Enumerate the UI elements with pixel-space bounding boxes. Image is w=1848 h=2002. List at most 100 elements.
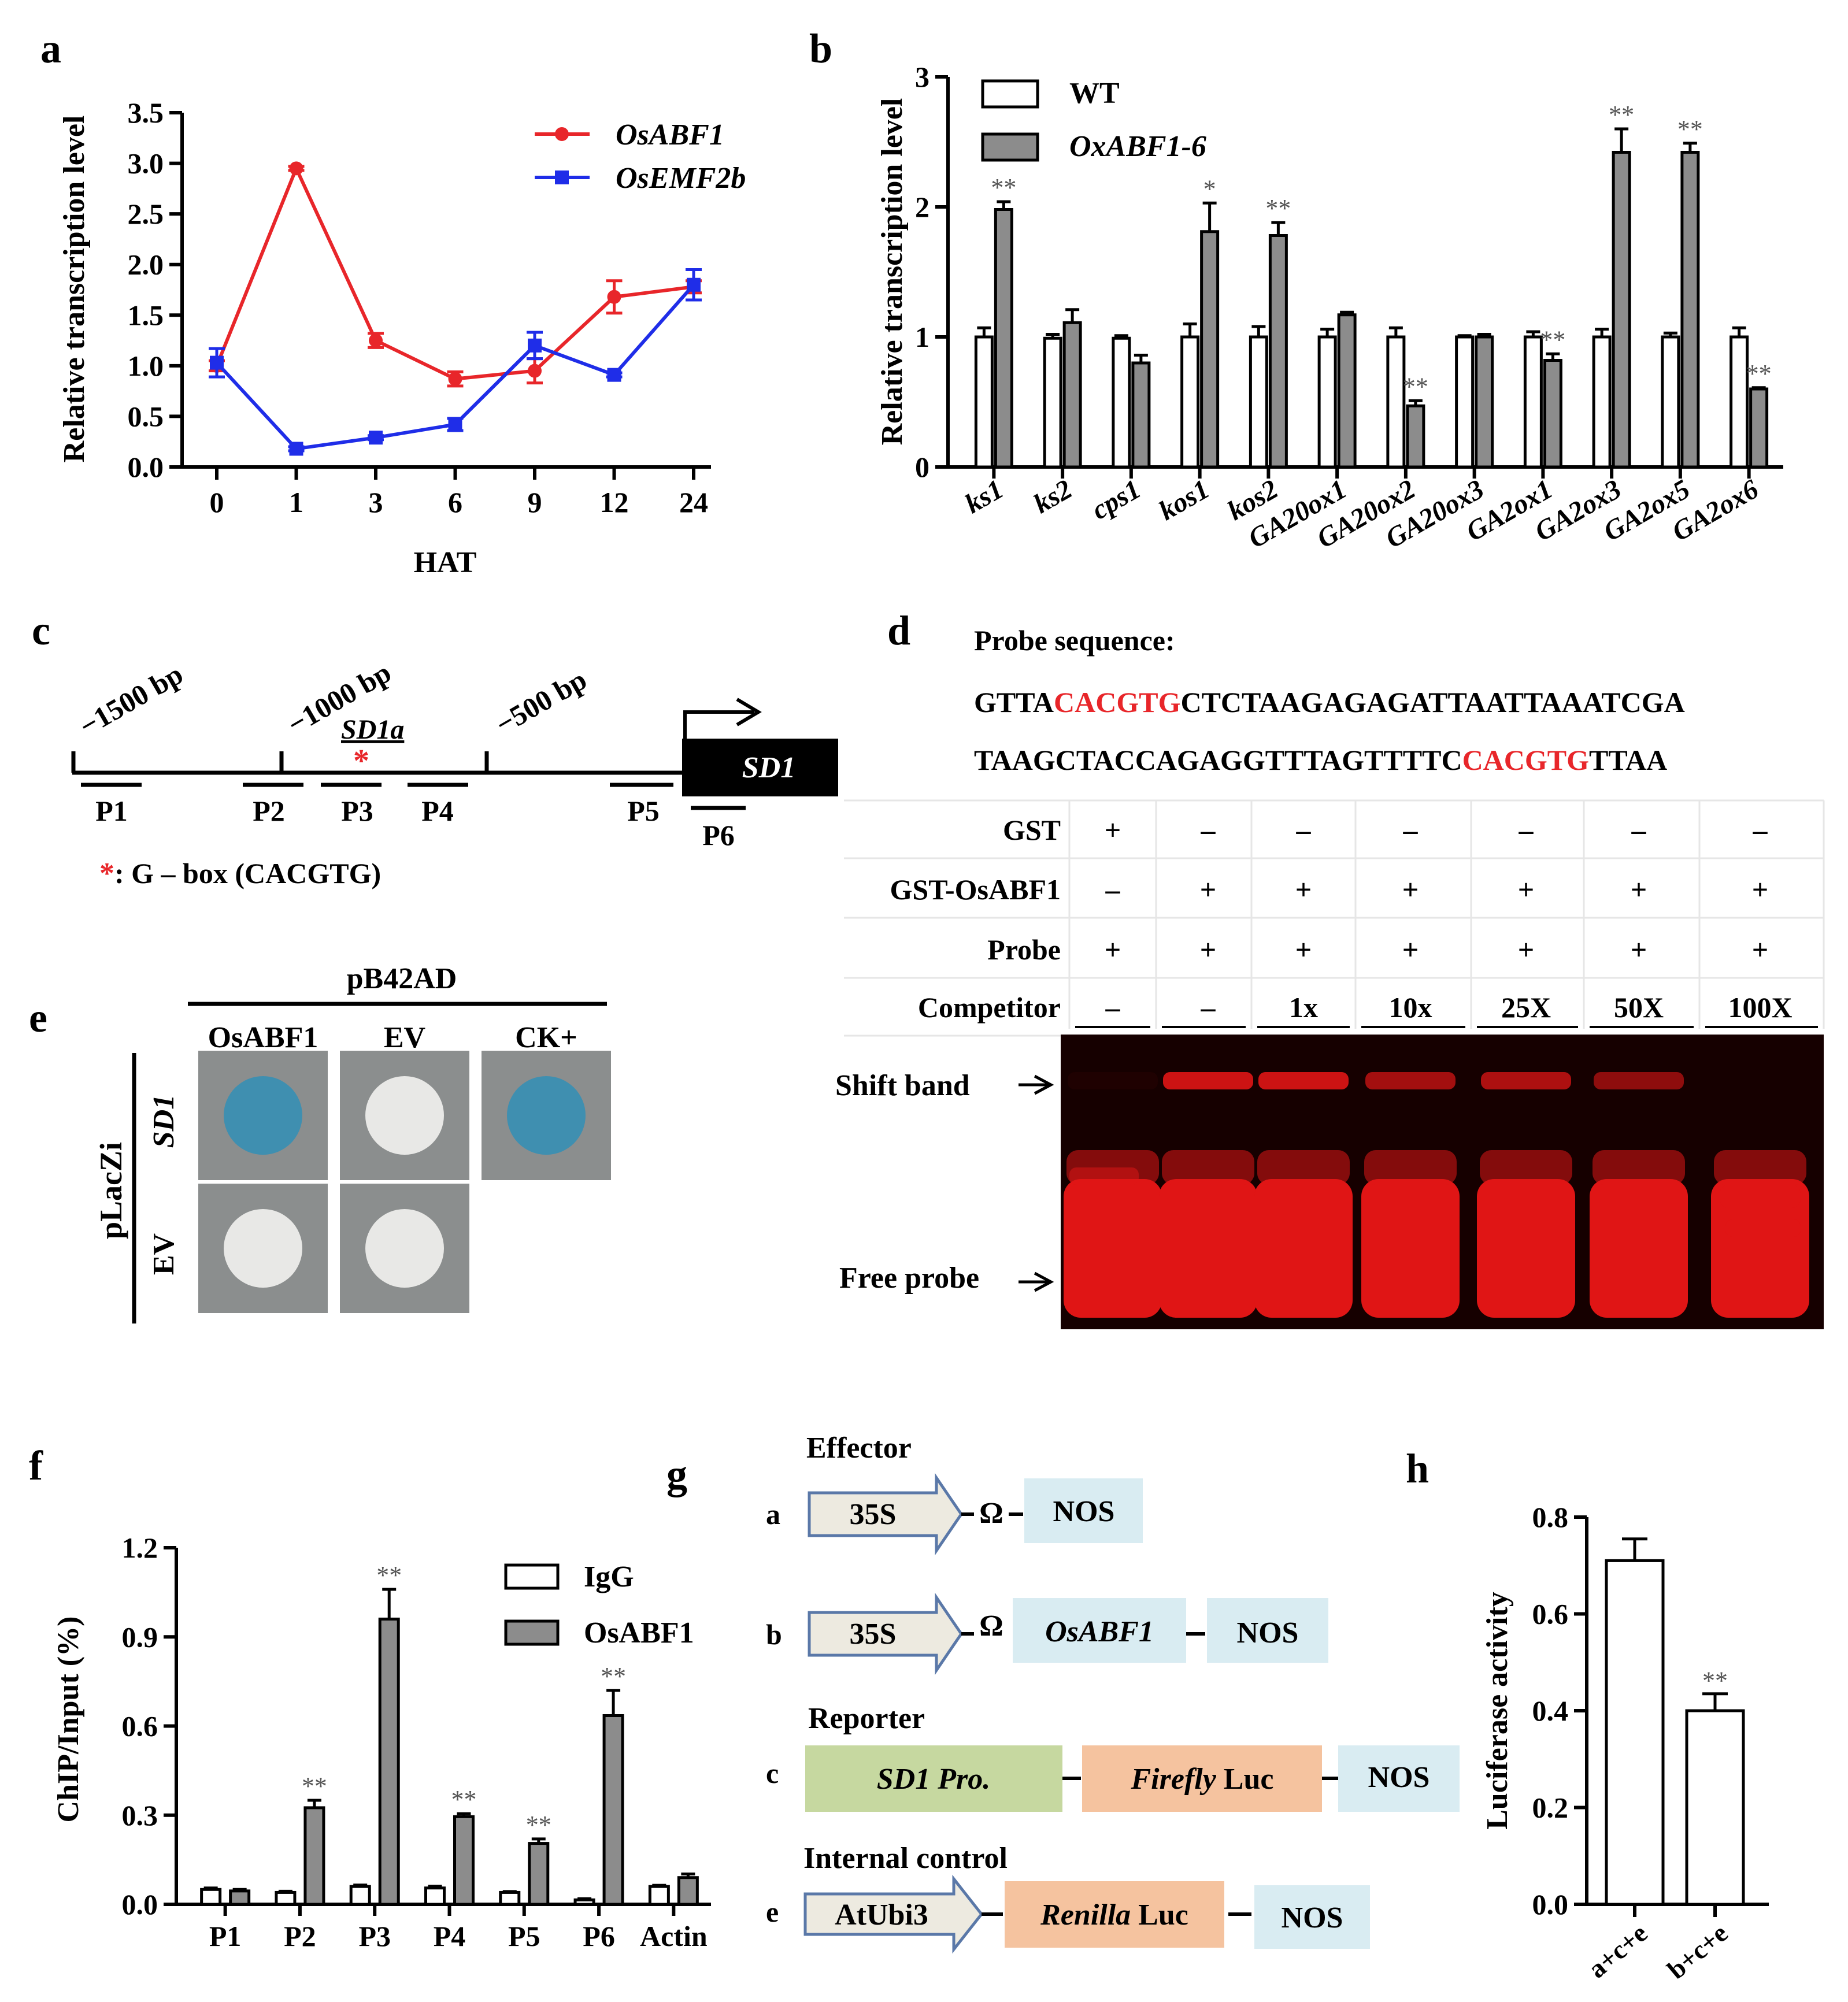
free-probe-arrow-head <box>1034 1271 1054 1292</box>
promoter-arrow-atubi3 <box>803 1874 984 1954</box>
gel-smear <box>1257 1150 1350 1185</box>
f-bar <box>229 1889 251 1906</box>
gel-shift-band <box>1481 1072 1571 1089</box>
yeast-colony-white <box>224 1209 302 1288</box>
a-point-OsEMF2b <box>687 277 701 292</box>
b-bar <box>1317 335 1337 469</box>
b-x-tick-label: ks2 <box>1028 474 1077 520</box>
b-bar <box>1730 335 1749 469</box>
firefly-luc-label: Firefly Luc <box>1131 1763 1274 1796</box>
b-significance-mark: ** <box>1540 325 1565 354</box>
nos-box-a <box>1024 1478 1143 1543</box>
g-box-note-star: * <box>99 857 114 890</box>
b-bar <box>1749 387 1769 469</box>
a-y-tick-label: 3.0 <box>128 147 164 180</box>
yeast-one-hybrid: pB42AD OsABF1 EV CK+ pLacZi SD1 EV <box>94 962 611 1323</box>
emsa-cell: – <box>1105 991 1121 1024</box>
b-bar <box>994 208 1013 469</box>
a-y-tick-label: 2.0 <box>128 249 164 281</box>
gel-free-probe <box>1477 1179 1575 1318</box>
nos-label-b: NOS <box>1237 1617 1299 1649</box>
firefly-label: Firefly <box>1131 1763 1217 1796</box>
emsa-cell: + <box>1105 814 1121 846</box>
emsa-cell: + <box>1295 933 1312 966</box>
sd1-gene-label: SD1 <box>742 751 795 784</box>
b-bar <box>1268 234 1288 469</box>
b-x-tick-label: ks1 <box>960 474 1009 520</box>
gel-shift-band <box>1258 1072 1349 1089</box>
gel-smear <box>1364 1150 1457 1185</box>
h-y-tick-label: 0.6 <box>1532 1598 1569 1630</box>
free-probe-label: Free probe <box>839 1262 979 1295</box>
f-y-axis-title: ChIP/Input (%) <box>52 1617 85 1823</box>
b-bar <box>1543 359 1562 469</box>
a-point-OsEMF2b <box>289 442 303 456</box>
primer-label-p4: P4 <box>421 795 454 827</box>
sd1-promoter-label: SD1 Pro. <box>877 1763 990 1796</box>
b-bar <box>1112 336 1131 469</box>
column-label-osabf1: OsABF1 <box>208 1021 319 1054</box>
panel-label-b: b <box>809 25 832 72</box>
nos-label-c: NOS <box>1368 1761 1430 1794</box>
a-x-tick-label: 6 <box>448 486 462 518</box>
yeast-plates <box>198 1051 611 1313</box>
a-y-tick-label: 1.0 <box>128 350 164 382</box>
h-bar <box>1685 1709 1745 1906</box>
primer-label-p6: P6 <box>702 819 735 851</box>
a-point-OsABF1 <box>289 161 303 176</box>
emsa-cell: – <box>1105 873 1121 906</box>
f-bar <box>677 1876 699 1906</box>
a-x-axis-title: HAT <box>414 546 477 579</box>
a-series-line-OsABF1 <box>215 164 694 381</box>
panel-label-h: h <box>1406 1445 1429 1492</box>
gel-free-probe <box>1254 1179 1353 1318</box>
gel-smear <box>1480 1150 1572 1185</box>
emsa-panel: Probe sequence: GTTACACGTGCTCTAAGAGAGATT… <box>835 624 1825 1329</box>
emsa-row-label: GST-OsABF1 <box>890 873 1061 906</box>
f-legend-label-IgG: IgG <box>584 1560 634 1593</box>
probe-sequence-line-2: TAAGCTACCAGAGGTTTAGTTTTCCACGTGTTAA <box>974 744 1667 776</box>
chart-h: 0.0 0.2 0.4 0.6 0.8 Luciferase activity a+c+e *… <box>1481 1501 1769 1985</box>
osabf1-box <box>1013 1598 1186 1663</box>
gel-shift-band <box>1068 1072 1158 1089</box>
gel-shift-band <box>1365 1072 1456 1089</box>
b-bar <box>1680 151 1700 469</box>
yeast-colony-blue <box>507 1076 586 1155</box>
f-bar <box>200 1888 222 1906</box>
column-label-ev: EV <box>384 1021 425 1054</box>
column-label-ck: CK+ <box>515 1021 577 1054</box>
b-legend-swatch-WT <box>981 79 1039 109</box>
promoter-arrow-35s-a <box>808 1473 964 1556</box>
seq2-g-box: CACGTG <box>1462 744 1589 776</box>
gel-free-probe <box>1064 1179 1162 1318</box>
emsa-gel <box>1061 1035 1824 1329</box>
b-significance-mark: * <box>1203 175 1216 203</box>
b-y-tick-label: 3 <box>915 61 929 93</box>
a-y-tick-label: 2.5 <box>128 198 164 230</box>
construct-label-e: e <box>766 1896 779 1928</box>
f-significance-mark: ** <box>302 1772 327 1800</box>
primer-label-p5: P5 <box>627 795 660 827</box>
nos-label-a: NOS <box>1053 1495 1115 1528</box>
nos-label-e: NOS <box>1282 1901 1343 1934</box>
panel-label-d: d <box>887 607 910 654</box>
b-bar <box>1249 335 1268 469</box>
seq2-part-3: TTAA <box>1589 744 1667 776</box>
b-significance-mark: ** <box>1746 359 1772 388</box>
effector-heading: Effector <box>806 1432 912 1465</box>
b-significance-mark: ** <box>1609 101 1634 129</box>
emsa-row-label: Competitor <box>918 991 1061 1024</box>
h-y-tick-label: 0.8 <box>1532 1501 1569 1533</box>
shift-band-arrow-head <box>1034 1074 1054 1095</box>
a-y-tick-label: 3.5 <box>128 97 164 129</box>
tss-arrow <box>683 710 754 739</box>
f-x-tick-label: Actin <box>640 1920 708 1952</box>
gel-smear <box>1162 1150 1254 1185</box>
emsa-row-label: GST <box>1003 814 1061 846</box>
a-legend-marker-OsEMF2b <box>555 170 569 184</box>
sd1a-label: SD1a <box>341 714 404 745</box>
omega-b: Ω <box>979 1610 1003 1643</box>
f-legend-label-OsABF1: OsABF1 <box>584 1617 694 1649</box>
b-bar <box>1200 230 1220 469</box>
